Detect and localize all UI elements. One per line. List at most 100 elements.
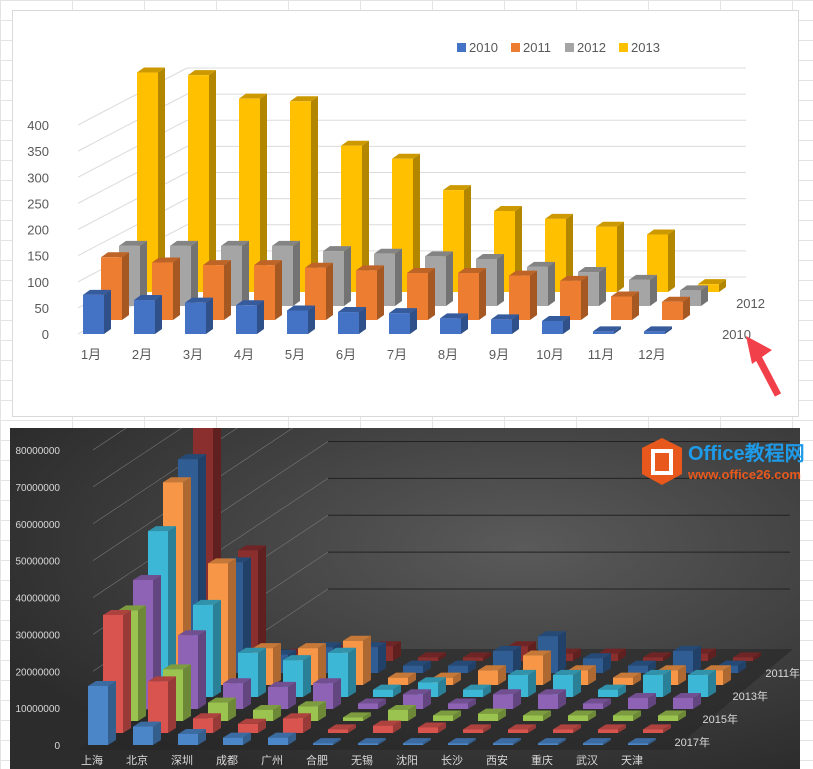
bar-top — [673, 645, 701, 651]
x-tick-label: 上海 — [81, 753, 103, 767]
bar — [509, 275, 530, 320]
bar-top — [152, 257, 180, 263]
bar-side — [648, 692, 656, 709]
bar-top — [389, 308, 417, 314]
depth-label: 2012 — [736, 296, 765, 311]
bar — [287, 310, 308, 334]
bar-side — [273, 704, 281, 721]
bar-side — [155, 295, 162, 334]
bar-side — [483, 724, 491, 733]
bar-top — [283, 655, 311, 661]
bar-side — [543, 710, 551, 721]
bar-top — [103, 610, 131, 615]
bar-side — [708, 648, 716, 661]
legend-swatch — [511, 43, 520, 52]
x-tick-label: 天津 — [621, 754, 643, 767]
bar-side — [446, 251, 453, 306]
legend-label: 2011 — [523, 40, 551, 55]
y-tick-label: 40000000 — [16, 594, 61, 605]
bar-top — [662, 296, 690, 302]
y-tick-label: 70000000 — [16, 483, 61, 494]
bar-top — [733, 652, 761, 658]
bar-top — [133, 574, 161, 580]
x-tick-label: 西安 — [486, 753, 508, 767]
bar — [628, 697, 648, 709]
bar-side — [308, 305, 315, 334]
bar-side — [633, 672, 641, 685]
y-tick-label: 400 — [27, 118, 49, 133]
bar — [613, 677, 633, 685]
bar-top — [238, 647, 266, 653]
bar-side — [348, 724, 356, 733]
bar-top — [254, 260, 282, 266]
bar-top — [583, 653, 611, 659]
bar-top — [523, 650, 551, 656]
x-tick-label: 6月 — [336, 347, 356, 362]
bar — [253, 709, 273, 721]
bar-side — [288, 732, 296, 745]
top-chart-svg: 0 50 100 150 200 250 300 350 400 1月 2月 3月 4月 5月 6月 7月 8月… — [27, 40, 765, 362]
bar — [613, 715, 633, 721]
x-tick-label: 8月 — [438, 347, 458, 362]
y-tick-label: 20000000 — [16, 667, 61, 678]
bar — [418, 727, 438, 733]
bar-side — [453, 710, 461, 721]
bar — [643, 729, 663, 733]
bar-side — [708, 669, 716, 697]
bar — [388, 677, 408, 685]
bar-top — [83, 289, 111, 295]
x-tick-label: 武汉 — [576, 754, 598, 767]
bar — [688, 674, 708, 697]
bar-top — [491, 314, 519, 320]
bar — [568, 715, 588, 721]
legend-label: 2012 — [577, 40, 606, 55]
bar — [358, 743, 378, 745]
bar-side — [393, 720, 401, 733]
bar-side — [168, 676, 176, 733]
bar-top — [403, 689, 431, 695]
x-tick-label: 7月 — [387, 347, 407, 362]
bar — [223, 737, 243, 745]
bar-top — [644, 326, 672, 332]
bar-side — [191, 240, 198, 306]
bar-side — [648, 660, 656, 673]
bar-side — [348, 647, 356, 697]
bar-top — [298, 643, 326, 649]
bar-top — [647, 229, 675, 235]
bar-top — [305, 262, 333, 268]
bar-top — [598, 724, 626, 730]
bar — [523, 715, 543, 721]
bar-side — [123, 610, 131, 733]
bar-top — [568, 710, 596, 716]
bar-top — [628, 660, 656, 666]
bar-top — [448, 738, 476, 744]
bar-top — [272, 240, 300, 246]
bar-side — [318, 701, 326, 721]
bar — [358, 703, 378, 709]
bar-top — [163, 477, 191, 483]
bar-side — [104, 289, 111, 334]
bar-side — [311, 96, 318, 292]
bar-top — [673, 692, 701, 698]
bar — [448, 703, 468, 709]
bar-side — [461, 313, 468, 334]
bar-top — [593, 326, 621, 332]
legend-swatch — [565, 43, 574, 52]
bar-side — [665, 326, 672, 334]
bar-side — [206, 297, 213, 334]
bar-top — [223, 678, 251, 684]
bar — [448, 743, 468, 745]
bar-top — [628, 738, 656, 744]
y-tick-label: 60000000 — [16, 520, 61, 531]
bar-top — [443, 185, 471, 191]
bar-side — [413, 153, 420, 292]
bar-side — [479, 267, 486, 320]
bar — [463, 729, 483, 733]
grid-diagonal — [77, 145, 188, 204]
bar-side — [599, 267, 606, 306]
bar — [148, 681, 168, 733]
bar-side — [362, 140, 369, 292]
bar-top — [433, 710, 461, 716]
bar-side — [464, 185, 471, 292]
y-tick-label: 350 — [27, 144, 49, 159]
